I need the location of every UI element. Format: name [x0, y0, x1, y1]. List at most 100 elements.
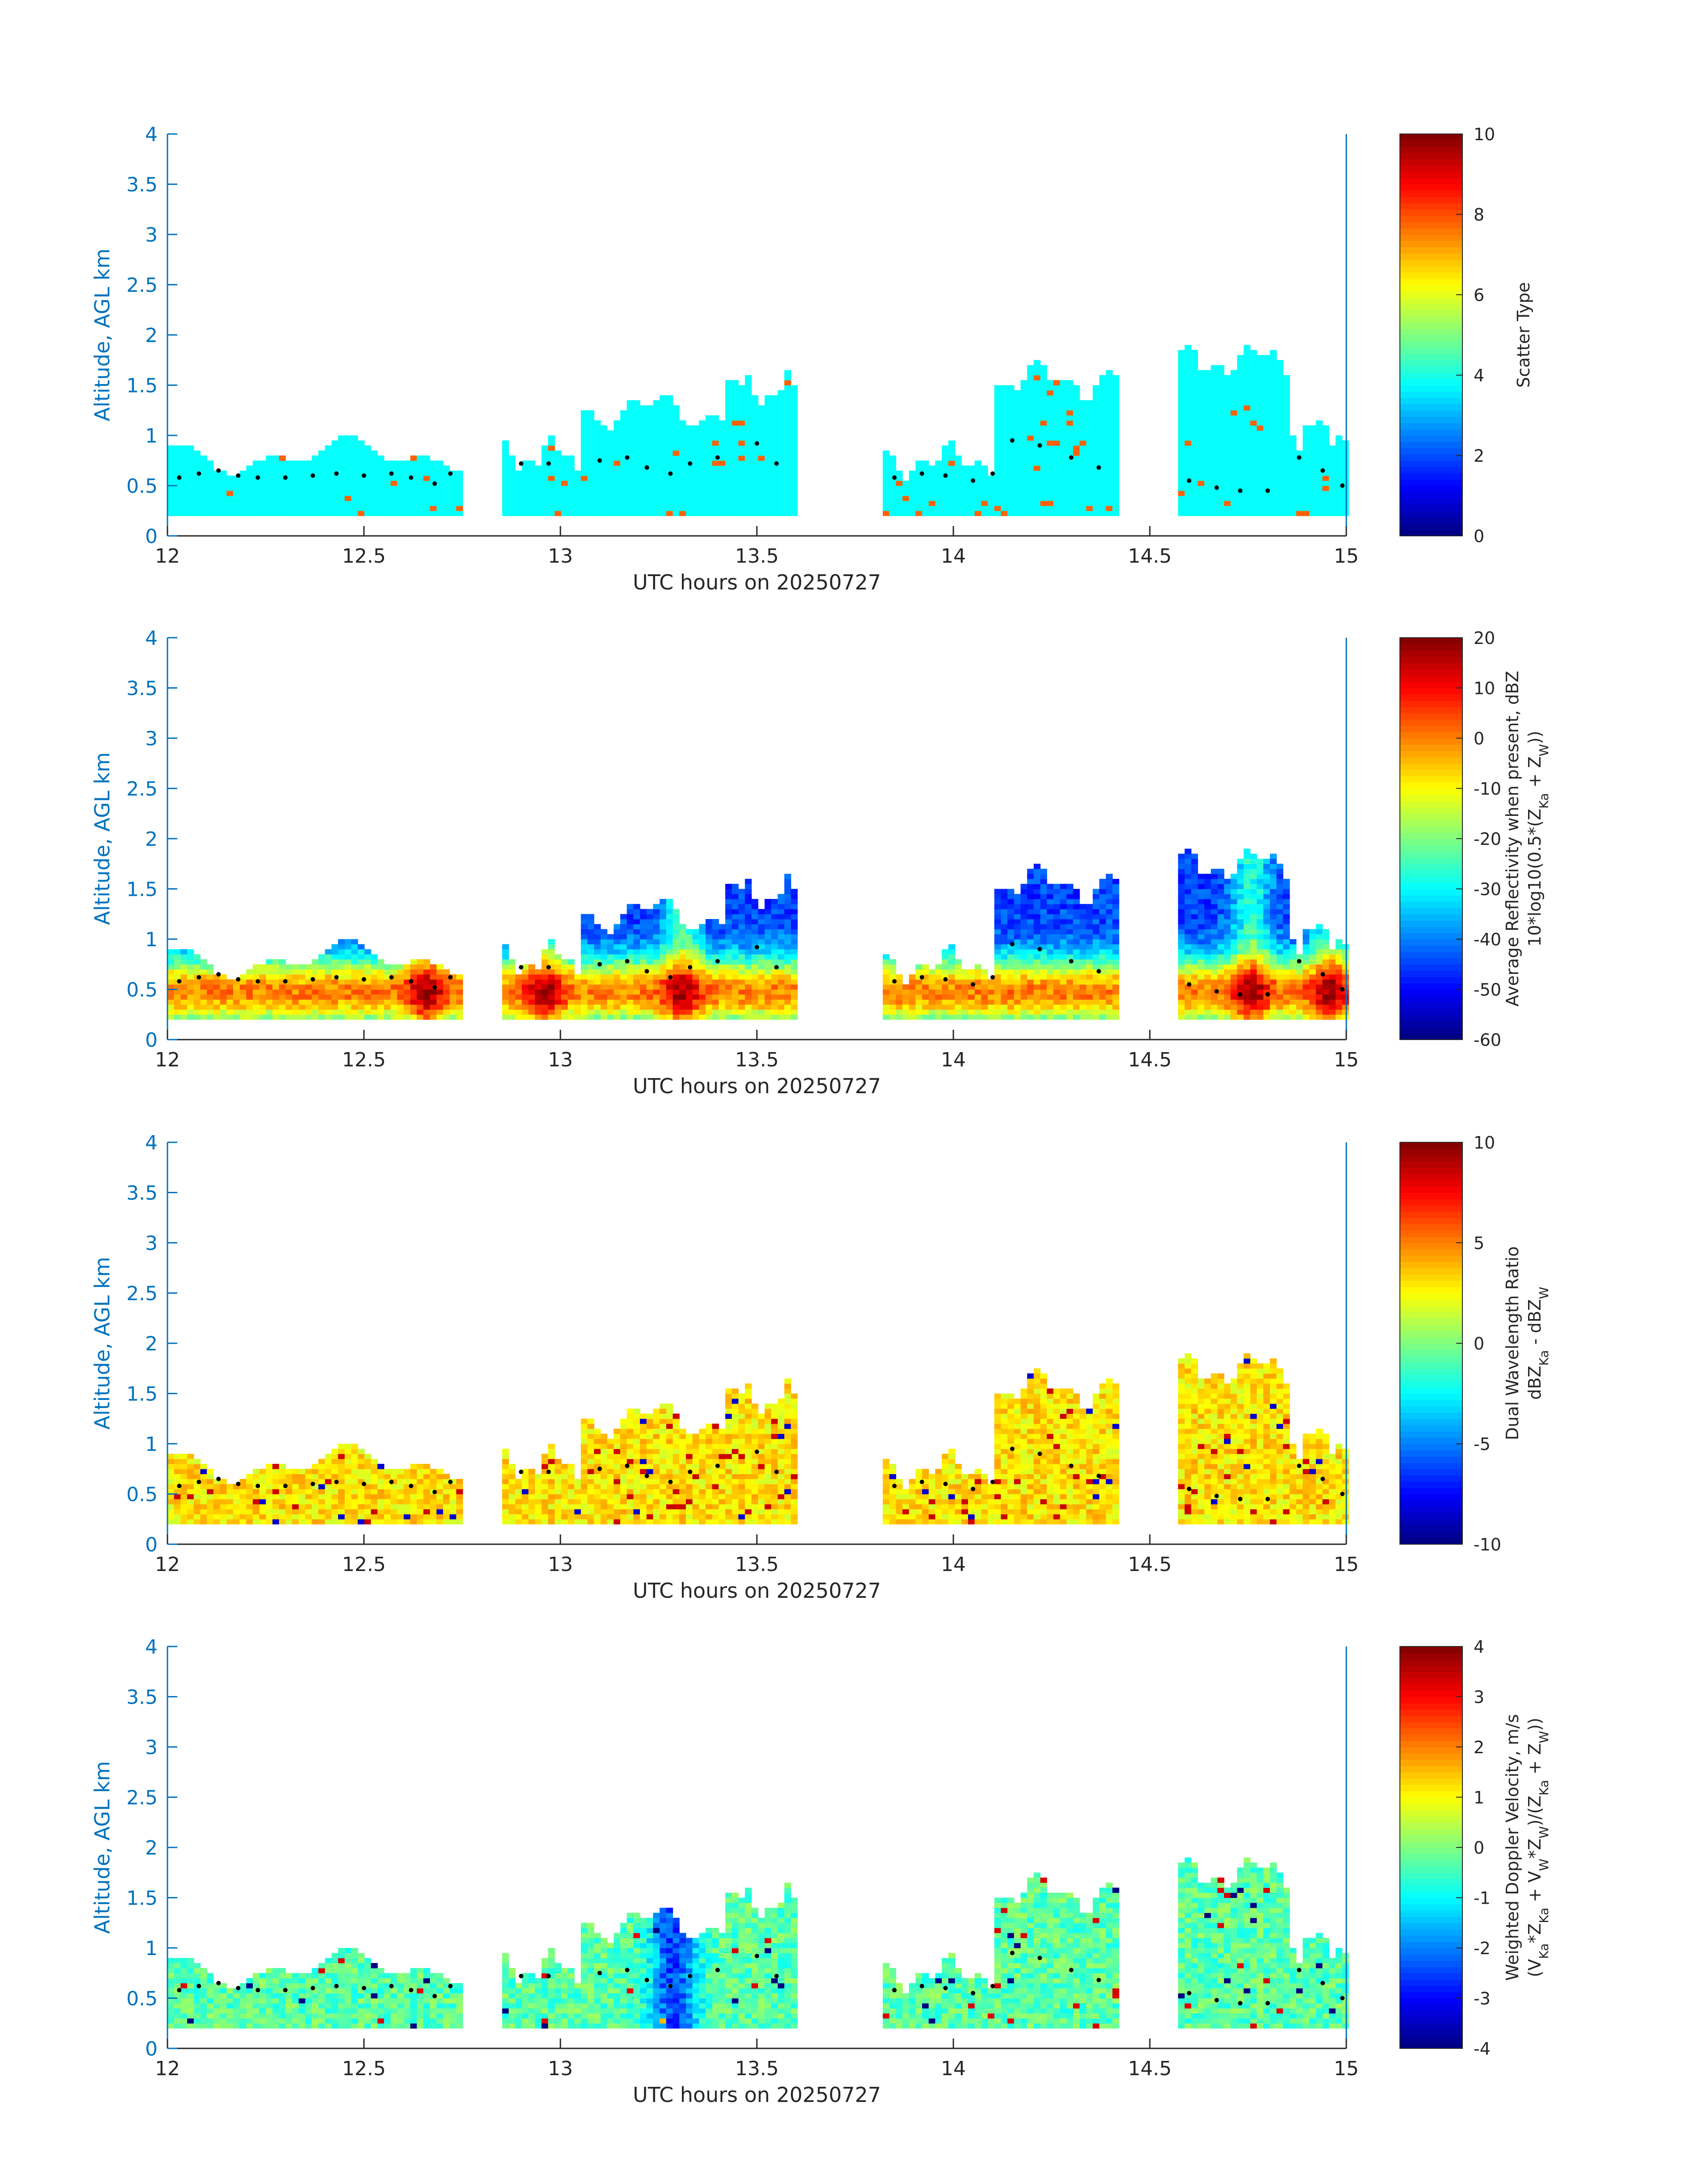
heatmap-cell	[882, 974, 890, 980]
heatmap-cell	[1230, 510, 1238, 516]
heatmap-cell	[738, 476, 745, 481]
heatmap-cell	[1099, 954, 1107, 960]
heatmap-cell	[1217, 420, 1224, 426]
heatmap-cell	[1270, 435, 1277, 441]
heatmap-cell	[167, 460, 175, 466]
heatmap-cell	[1217, 395, 1224, 401]
heatmap-cell	[1244, 501, 1251, 506]
heatmap-cell	[213, 506, 221, 511]
heatmap-cell	[358, 510, 365, 516]
heatmap-cell	[607, 485, 614, 491]
heatmap-cell	[305, 481, 312, 486]
heatmap-cell	[1283, 430, 1290, 436]
heatmap-cell	[1303, 435, 1310, 441]
heatmap-cell	[331, 445, 338, 451]
heatmap-cell	[1020, 425, 1027, 431]
heatmap-cell	[528, 974, 535, 980]
heatmap-cell	[633, 1009, 640, 1015]
heatmap-cell	[745, 979, 752, 985]
heatmap-cell	[1060, 455, 1067, 461]
heatmap-cell	[1001, 460, 1008, 466]
heatmap-cell	[1276, 360, 1283, 365]
heatmap-cell	[180, 949, 188, 955]
heatmap-cell	[751, 455, 759, 461]
heatmap-cell	[213, 481, 221, 486]
heatmap-cell	[1033, 969, 1041, 975]
heatmap-cell	[994, 909, 1001, 915]
heatmap-cell	[1276, 410, 1283, 416]
cloud-base-dot	[971, 478, 975, 483]
colorbar-swatch	[1400, 498, 1462, 505]
heatmap-cell	[364, 1004, 372, 1010]
heatmap-cell	[974, 476, 981, 481]
heatmap-cell	[1250, 405, 1257, 411]
heatmap-cell	[1257, 510, 1264, 516]
heatmap-cell	[1276, 445, 1283, 451]
heatmap-cell	[344, 974, 352, 980]
heatmap-cell	[889, 1004, 896, 1010]
heatmap-cell	[384, 501, 391, 506]
heatmap-cell	[1329, 485, 1336, 491]
heatmap-cell	[325, 994, 332, 1000]
heatmap-cell	[1257, 506, 1264, 511]
y-tick-label: 3	[145, 224, 158, 247]
heatmap-cell	[417, 465, 424, 471]
colorbar-swatch	[1400, 253, 1462, 260]
heatmap-cell	[1303, 485, 1310, 491]
colorbar-swatch	[1400, 366, 1462, 373]
heatmap-cell	[679, 999, 686, 1005]
heatmap-cell	[1329, 490, 1336, 496]
heatmap-cell	[1276, 385, 1283, 391]
heatmap-cell	[784, 496, 791, 501]
heatmap-cell	[771, 994, 778, 1000]
heatmap-cell	[889, 969, 896, 975]
heatmap-cell	[751, 979, 759, 985]
heatmap-cell	[246, 979, 253, 985]
heatmap-cell	[614, 481, 621, 486]
heatmap-cell	[784, 450, 791, 456]
heatmap-cell	[974, 1009, 981, 1015]
heatmap-cell	[404, 999, 411, 1005]
heatmap-cell	[922, 1004, 929, 1010]
heatmap-cell	[1283, 400, 1290, 405]
heatmap-cell	[600, 979, 608, 985]
heatmap-cell	[1053, 964, 1061, 970]
heatmap-cell	[1060, 410, 1067, 416]
heatmap-cell	[607, 964, 614, 970]
heatmap-cell	[305, 1014, 312, 1020]
heatmap-cell	[377, 476, 384, 481]
heatmap-cell	[915, 501, 923, 506]
heatmap-cell	[1001, 465, 1008, 471]
heatmap-cell	[1033, 954, 1041, 960]
heatmap-cell	[587, 929, 594, 935]
heatmap-cell	[718, 989, 726, 995]
heatmap-cell	[371, 506, 378, 511]
heatmap-cell	[706, 919, 713, 924]
heatmap-cell	[371, 964, 378, 970]
heatmap-cell	[1303, 460, 1310, 466]
heatmap-cell	[522, 1004, 529, 1010]
heatmap-cell	[390, 1014, 397, 1020]
heatmap-cell	[653, 969, 660, 975]
heatmap-cell	[1093, 420, 1100, 426]
heatmap-cell	[187, 445, 194, 451]
heatmap-cell	[1224, 415, 1231, 421]
heatmap-cell	[371, 1014, 378, 1020]
heatmap-cell	[220, 999, 227, 1005]
heatmap-cell	[1060, 405, 1067, 411]
heatmap-cell	[1001, 934, 1008, 940]
heatmap-cell	[305, 1009, 312, 1015]
heatmap-cell	[791, 1014, 798, 1020]
heatmap-cell	[180, 1009, 188, 1015]
heatmap-cell	[574, 999, 581, 1005]
heatmap-cell	[587, 506, 594, 511]
heatmap-cell	[1211, 481, 1218, 486]
heatmap-cell	[1060, 989, 1067, 995]
heatmap-cell	[764, 470, 772, 476]
colorbar-swatch	[1400, 448, 1462, 455]
heatmap-cell	[364, 979, 372, 985]
heatmap-cell	[535, 984, 542, 990]
heatmap-cell	[1283, 440, 1290, 446]
heatmap-cell	[1047, 984, 1054, 990]
heatmap-cell	[915, 989, 923, 995]
